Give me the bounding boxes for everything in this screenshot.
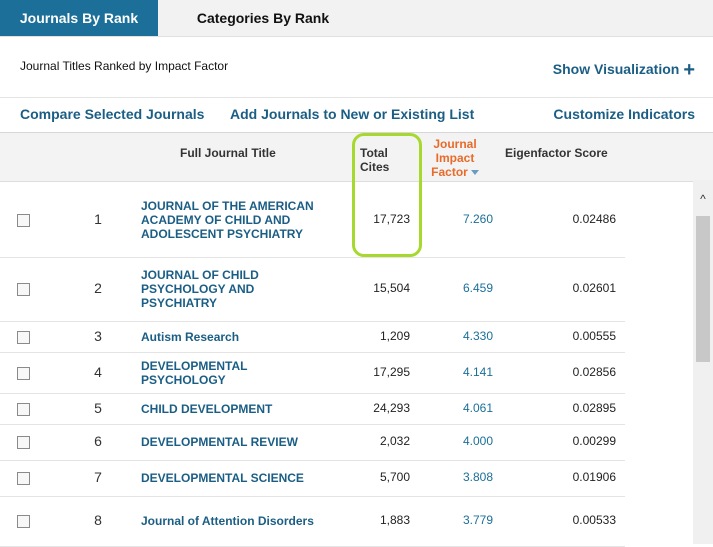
impact-factor-cell: 6.459 — [462, 281, 493, 295]
row-select-checkbox[interactable] — [17, 402, 30, 416]
journal-title-line: PSYCHOLOGY — [141, 372, 226, 387]
tab-categories-by-rank[interactable]: Categories By Rank — [196, 10, 330, 26]
journal-table: Full Journal Title Total Cites Journal I… — [0, 132, 713, 547]
table-row: 2 JOURNAL OF CHILD PSYCHOLOGY AND PSYCHIATR… — [0, 257, 625, 322]
add-to-list-link[interactable]: Add Journals to New or Existing List — [230, 106, 475, 122]
journal-title-line: ACADEMY OF CHILD AND — [141, 212, 291, 227]
total-cites-cell: 1,209 — [379, 328, 410, 343]
show-visualization-label: Show Visualization — [552, 61, 680, 77]
eigenfactor-cell: 0.00533 — [572, 513, 616, 527]
eigenfactor-cell: 0.01906 — [572, 470, 616, 484]
eigenfactor-cell: 0.00299 — [572, 434, 616, 448]
header-jif-line1: Journal — [433, 137, 477, 151]
table-row: 6 DEVELOPMENTAL REVIEW 2,032 4.000 0.00299 — [0, 424, 625, 461]
table-header: Full Journal Title Total Cites Journal I… — [0, 133, 713, 182]
journal-title-line: DEVELOPMENTAL REVIEW — [141, 435, 298, 449]
impact-factor-cell: 3.808 — [462, 470, 493, 484]
header-eigenfactor-score[interactable]: Eigenfactor Score — [505, 146, 608, 160]
header-total-cites[interactable]: Total Cites — [360, 146, 389, 174]
table-row: 8 Journal of Attention Disorders 1,883 3.77… — [0, 496, 625, 547]
journal-title-line: CHILD DEVELOPMENT — [141, 401, 273, 416]
subheader: Journal Titles Ranked by Impact Factor S… — [0, 36, 713, 97]
total-cites-cell: 24,293 — [373, 400, 410, 415]
eigenfactor-cell: 0.02895 — [572, 400, 616, 415]
rank-cell: 8 — [94, 512, 102, 528]
total-cites-cell: 1,883 — [379, 513, 410, 527]
impact-factor-cell: 3.779 — [462, 513, 493, 527]
table-row: 7 DEVELOPMENTAL SCIENCE 5,700 3.808 0.01906 — [0, 460, 625, 497]
journal-title-line: JOURNAL OF THE AMERICAN — [141, 198, 314, 213]
journal-title-line: ADOLESCENT PSYCHIATRY — [141, 226, 304, 241]
total-cites-cell: 5,700 — [379, 470, 410, 484]
row-select-checkbox[interactable] — [17, 366, 30, 380]
total-cites-cell: 17,723 — [373, 211, 410, 226]
journal-title-line: Autism Research — [141, 329, 240, 344]
journal-title-link[interactable]: JOURNAL OF CHILD PSYCHOLOGY AND PSYCHIATRY — [141, 268, 331, 310]
action-bar: Compare Selected Journals Add Journals t… — [0, 97, 713, 132]
tab-bar: Journals By Rank Categories By Rank — [0, 0, 713, 36]
total-cites-cell: 17,295 — [373, 364, 410, 379]
journal-title-link[interactable]: DEVELOPMENTAL SCIENCE — [141, 471, 331, 485]
total-cites-cell: 2,032 — [379, 434, 410, 448]
rank-cell: 6 — [94, 433, 102, 449]
tab-journals-by-rank[interactable]: Journals By Rank — [0, 0, 158, 36]
journal-title-line: JOURNAL OF CHILD — [141, 268, 259, 282]
journal-title-link[interactable]: Autism Research — [141, 330, 331, 344]
rank-cell: 4 — [94, 363, 102, 380]
header-full-journal-title[interactable]: Full Journal Title — [180, 146, 276, 160]
impact-factor-cell: 4.061 — [462, 400, 493, 415]
total-cites-cell: 15,504 — [373, 281, 410, 295]
row-select-checkbox[interactable] — [17, 515, 30, 528]
table-row: 5 CHILD DEVELOPMENT 24,293 4.061 0.02895 — [0, 393, 625, 425]
sort-desc-icon — [470, 170, 479, 176]
header-jif-line2: Impact — [435, 151, 475, 165]
eigenfactor-cell: 0.02601 — [572, 281, 616, 295]
row-select-checkbox[interactable] — [17, 283, 30, 296]
journal-title-link[interactable]: JOURNAL OF THE AMERICAN ACADEMY OF CHILD … — [141, 199, 331, 241]
journal-title-link[interactable]: CHILD DEVELOPMENT — [141, 402, 331, 416]
row-select-checkbox[interactable] — [17, 436, 30, 449]
table-row: 1 JOURNAL OF THE AMERICAN ACADEMY OF CHILD… — [0, 182, 625, 258]
table-row: 4 DEVELOPMENTAL PSYCHOLOGY 17,295 4.141 0.028… — [0, 352, 625, 394]
journal-title-line: PSYCHOLOGY AND — [141, 282, 255, 296]
customize-indicators-link[interactable]: Customize Indicators — [553, 106, 695, 122]
show-visualization-button[interactable]: Show Visualization + — [552, 57, 695, 81]
impact-factor-cell: 7.260 — [462, 211, 493, 226]
scroll-up-icon[interactable]: ^ — [700, 192, 706, 206]
header-jif-line3: Factor — [431, 165, 468, 179]
row-select-checkbox[interactable] — [17, 330, 30, 344]
rank-cell: 1 — [94, 210, 102, 227]
row-select-checkbox[interactable] — [17, 472, 30, 485]
impact-factor-cell: 4.000 — [462, 434, 493, 448]
journal-title-link[interactable]: DEVELOPMENTAL PSYCHOLOGY — [141, 359, 331, 387]
header-journal-impact-factor[interactable]: Journal Impact Factor — [428, 137, 482, 179]
vertical-scrollbar[interactable]: ^ — [693, 180, 713, 544]
eigenfactor-cell: 0.02856 — [572, 364, 616, 379]
compare-journals-link[interactable]: Compare Selected Journals — [20, 106, 205, 122]
eigenfactor-cell: 0.00555 — [572, 328, 616, 343]
journal-title-line: PSYCHIATRY — [141, 296, 218, 310]
header-total-cites-line2: Cites — [360, 160, 390, 174]
rank-cell: 3 — [94, 327, 102, 344]
journal-title-line: DEVELOPMENTAL — [141, 358, 248, 373]
header-total-cites-line1: Total — [360, 146, 388, 160]
plus-icon: + — [683, 59, 695, 81]
table-row: 3 Autism Research 1,209 4.330 0.00555 — [0, 321, 625, 353]
scrollbar-thumb[interactable] — [696, 216, 710, 362]
journal-title-link[interactable]: DEVELOPMENTAL REVIEW — [141, 435, 331, 449]
page-subtitle: Journal Titles Ranked by Impact Factor — [20, 59, 229, 73]
rank-cell: 7 — [94, 469, 102, 485]
row-select-checkbox[interactable] — [17, 213, 30, 227]
impact-factor-cell: 4.141 — [462, 364, 493, 379]
eigenfactor-cell: 0.02486 — [572, 211, 616, 226]
journal-title-link[interactable]: Journal of Attention Disorders — [141, 514, 331, 528]
rank-cell: 2 — [94, 280, 102, 296]
impact-factor-cell: 4.330 — [462, 328, 493, 343]
journal-title-line: Journal of Attention Disorders — [141, 514, 314, 528]
rank-cell: 5 — [94, 399, 102, 416]
journal-title-line: DEVELOPMENTAL SCIENCE — [141, 471, 304, 485]
